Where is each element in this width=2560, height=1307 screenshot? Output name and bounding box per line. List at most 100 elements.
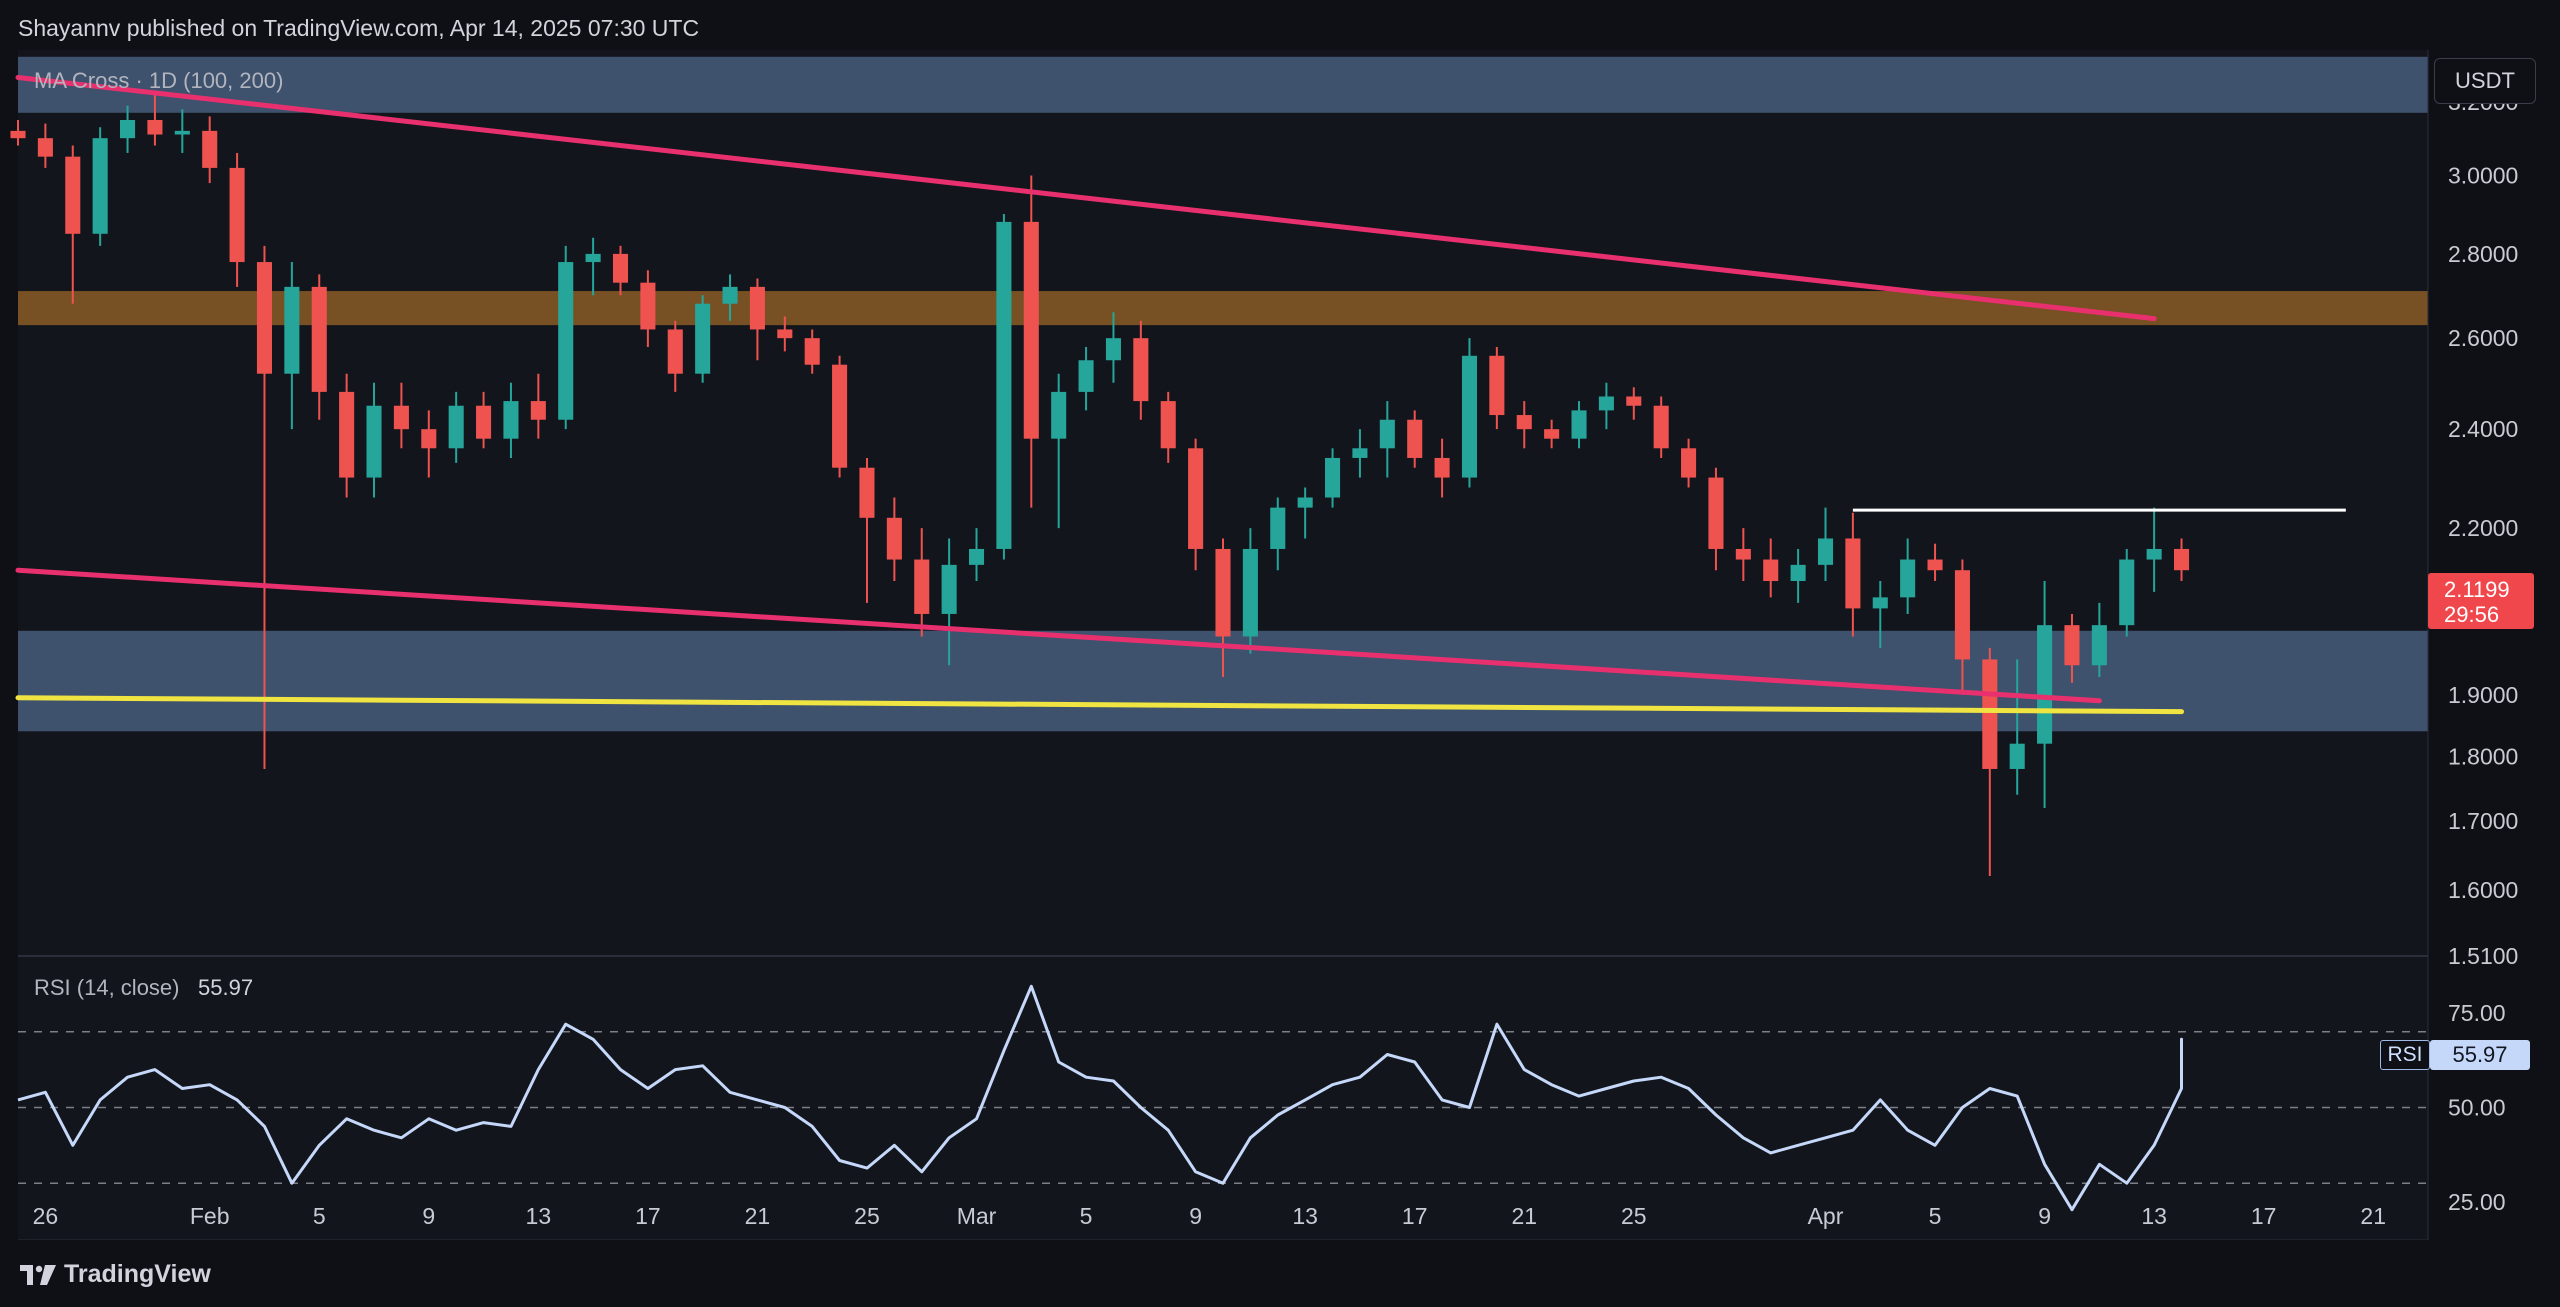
time-tick-label: 21	[1511, 1203, 1537, 1229]
price-tick-label: 1.7000	[2448, 808, 2518, 834]
candle-body	[695, 303, 711, 374]
candle-body	[722, 286, 738, 304]
candle-body	[1051, 391, 1067, 439]
publish-header: Shayannv published on TradingView.com, A…	[0, 0, 2560, 50]
candle-body	[476, 405, 492, 439]
price-zone-blue	[18, 56, 2428, 113]
candle-body	[1023, 221, 1039, 439]
candle-body	[448, 405, 464, 449]
candle-body	[1297, 497, 1313, 508]
candle-body	[996, 221, 1012, 549]
candle-body	[366, 405, 382, 478]
candle-body	[1927, 559, 1943, 571]
rsi-tick-label: 25.00	[2448, 1189, 2506, 1215]
publish-info: Shayannv published on TradingView.com, A…	[18, 15, 700, 41]
candle-body	[1188, 448, 1204, 549]
candle-body	[640, 282, 656, 330]
tradingview-brand: TradingView	[64, 1260, 211, 1288]
rsi-legend-value: 55.97	[198, 975, 253, 1000]
candle-body	[1982, 659, 1998, 769]
candle-body	[1352, 448, 1368, 458]
price-tick-label: 2.2000	[2448, 515, 2518, 541]
candle-body	[1379, 419, 1395, 449]
candle-body	[1872, 597, 1888, 609]
candle-body	[1215, 548, 1231, 637]
tradingview-logo[interactable]: TradingView	[20, 1260, 211, 1289]
ma-cross-legend: MA Cross · 1D (100, 200)	[34, 68, 283, 93]
trendline-yellow	[15, 695, 2185, 715]
candle-body	[1598, 396, 1614, 411]
time-tick-label: Feb	[190, 1203, 230, 1229]
time-tick-label: 26	[33, 1203, 59, 1229]
candle-body	[202, 130, 218, 168]
time-tick-label: 17	[1402, 1203, 1428, 1229]
price-tick-label: 2.4000	[2448, 416, 2518, 442]
time-tick-label: 25	[1621, 1203, 1647, 1229]
candle-body	[941, 564, 957, 614]
candle-body	[1626, 396, 1642, 406]
candle-body	[667, 329, 683, 374]
time-tick-label: 21	[2360, 1203, 2386, 1229]
time-tick-label: 5	[1929, 1203, 1942, 1229]
candle-body	[2119, 559, 2135, 626]
candle-body	[530, 401, 546, 420]
price-tick-label: 3.0000	[2448, 162, 2518, 188]
candle-body	[92, 138, 108, 234]
candle-body	[1325, 457, 1341, 498]
candles-layer	[10, 95, 2190, 877]
candle-body	[2146, 548, 2162, 560]
time-tick-label: 9	[422, 1203, 435, 1229]
currency-selector[interactable]: USDT	[2434, 58, 2536, 104]
candle-body	[1516, 415, 1532, 430]
candle-body	[1735, 548, 1751, 560]
time-tick-label: 25	[854, 1203, 880, 1229]
candle-body	[1571, 410, 1587, 439]
candle-body	[832, 364, 848, 468]
candle-body	[1817, 538, 1834, 565]
candle-body	[229, 167, 245, 263]
annotation-lines-layer	[15, 74, 2346, 715]
candle-body	[120, 119, 136, 139]
tradingview-logo-icon	[20, 1264, 56, 1285]
candle-body	[1653, 405, 1669, 449]
candle-body	[777, 329, 793, 339]
candle-body	[339, 391, 355, 478]
price-axis: 3.20003.00002.80002.60002.40002.20001.90…	[2448, 89, 2518, 969]
candle-body	[1954, 570, 1970, 660]
candle-body	[585, 253, 601, 263]
last-price-tag: 2.1199 29:56	[2428, 573, 2534, 629]
time-tick-label: Mar	[957, 1203, 997, 1229]
candle-body	[1461, 355, 1478, 478]
candle-body	[804, 338, 820, 365]
time-tick-label: 9	[2038, 1203, 2051, 1229]
price-tick-label: 1.9000	[2448, 682, 2518, 708]
candle-body	[284, 286, 300, 374]
candle-body	[10, 130, 26, 139]
candle-body	[1900, 559, 1916, 598]
candle-body	[503, 401, 519, 439]
candle-body	[2009, 743, 2025, 769]
time-tick-label: 9	[1189, 1203, 1202, 1229]
price-tick-label: 2.6000	[2448, 325, 2518, 351]
candle-body	[1242, 548, 1258, 637]
candle-body	[1708, 477, 1724, 549]
candle-body	[37, 138, 53, 157]
candle-body	[2037, 625, 2053, 744]
candle-body	[2091, 625, 2107, 666]
price-tick-label: 2.8000	[2448, 241, 2518, 267]
rsi-axis-value: 55.97	[2430, 1040, 2530, 1070]
candle-body	[1160, 401, 1176, 449]
bar-countdown: 29:56	[2444, 602, 2500, 627]
rsi-pane: 75.00 50.00 25.00	[17, 984, 2506, 1215]
rsi-axis-label: RSI	[2380, 1040, 2430, 1070]
candle-body	[859, 467, 875, 518]
time-tick-label: 17	[2251, 1203, 2277, 1229]
candle-body	[174, 130, 190, 135]
candle-body	[1078, 360, 1094, 392]
time-tick-label: 5	[1080, 1203, 1093, 1229]
candle-body	[612, 253, 629, 283]
time-tick-label: 13	[2141, 1203, 2167, 1229]
candle-body	[1270, 507, 1286, 549]
candle-body	[914, 559, 930, 614]
